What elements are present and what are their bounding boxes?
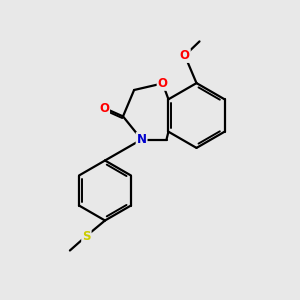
- Text: S: S: [82, 230, 91, 243]
- Text: O: O: [158, 77, 168, 90]
- Text: O: O: [99, 102, 109, 115]
- Text: N: N: [136, 133, 147, 146]
- Text: O: O: [180, 49, 190, 62]
